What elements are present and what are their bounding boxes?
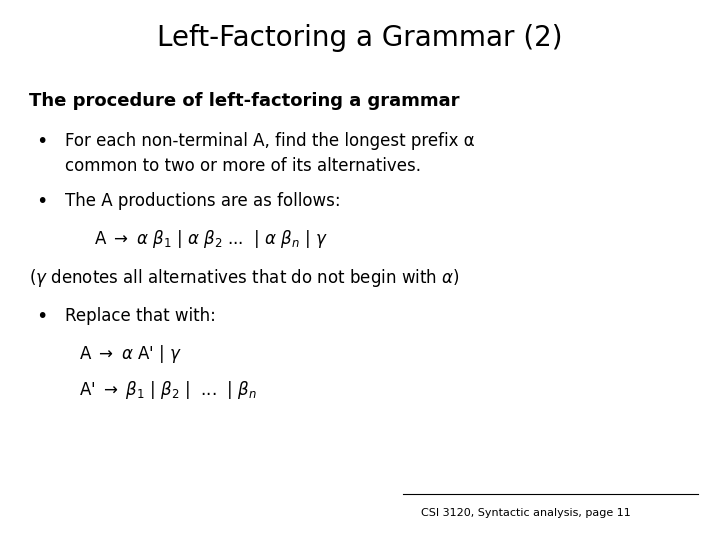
Text: Left-Factoring a Grammar (2): Left-Factoring a Grammar (2)	[157, 24, 563, 52]
Text: A' $\rightarrow$ $\beta_1$ | $\beta_2$ |  ...  | $\beta_n$: A' $\rightarrow$ $\beta_1$ | $\beta_2$ |…	[79, 379, 257, 401]
Text: A $\rightarrow$ $\alpha$ A' | $\gamma$: A $\rightarrow$ $\alpha$ A' | $\gamma$	[79, 343, 182, 365]
Text: •: •	[36, 307, 48, 326]
Text: ($\gamma$ denotes all alternatives that do not begin with $\alpha$): ($\gamma$ denotes all alternatives that …	[29, 267, 459, 289]
Text: Replace that with:: Replace that with:	[65, 307, 216, 325]
Text: The procedure of left-factoring a grammar: The procedure of left-factoring a gramma…	[29, 92, 459, 110]
Text: The A productions are as follows:: The A productions are as follows:	[65, 192, 341, 210]
Text: For each non-terminal A, find the longest prefix α
common to two or more of its : For each non-terminal A, find the longes…	[65, 132, 474, 176]
Text: •: •	[36, 132, 48, 151]
Text: •: •	[36, 192, 48, 211]
Text: CSI 3120, Syntactic analysis, page 11: CSI 3120, Syntactic analysis, page 11	[420, 508, 631, 518]
Text: A $\rightarrow$ $\alpha$ $\beta_1$ | $\alpha$ $\beta_2$ ...  | $\alpha$ $\beta_n: A $\rightarrow$ $\alpha$ $\beta_1$ | $\a…	[94, 228, 328, 250]
